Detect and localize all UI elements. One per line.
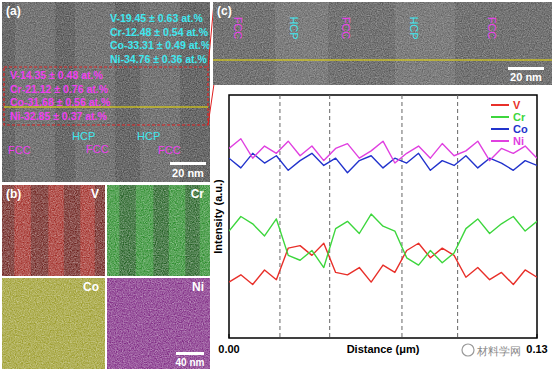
map-label: V (91, 187, 99, 201)
scale-bar (508, 67, 544, 70)
eds-map-fill (107, 278, 210, 369)
phase-label: HCP (408, 16, 420, 39)
legend-label: V (513, 99, 521, 111)
plot-area (229, 95, 537, 338)
watermark: 材料学网 (476, 345, 521, 357)
eds-map-fill (2, 278, 105, 369)
phase-boundary (401, 95, 402, 338)
legend-label: Co (513, 123, 528, 135)
composition: Cr-21.12 ± 0.76 at.% (10, 83, 109, 95)
scale-bar (176, 352, 204, 355)
composition: V-14.35 ± 0.48 at.% (10, 69, 103, 81)
watermark-icon (462, 344, 474, 356)
tick-label: 0.00 (218, 343, 239, 355)
panel-label: (a) (6, 4, 21, 18)
tick (229, 334, 230, 338)
eds-map-fill (2, 185, 105, 276)
composition: Co-33.31 ± 0.49 at.% (110, 39, 211, 51)
phase-label: FCC (340, 17, 352, 40)
composition: Ni-32.85 ± 0.37 at.% (10, 110, 107, 122)
phase-label: FCC (8, 144, 31, 156)
composition: V-19.45 ± 0.63 at.% (110, 12, 203, 24)
texture (213, 2, 552, 85)
scale-bar-label: 40 nm (176, 357, 205, 368)
composition: Ni-34.76 ± 0.36 at.% (110, 53, 207, 65)
texture (2, 278, 105, 369)
selection-box (4, 67, 208, 125)
phase-label: HCP (288, 16, 300, 39)
eds-map (2, 278, 105, 369)
phase-boundary (279, 95, 280, 338)
phase-label: FCC (232, 17, 244, 40)
legend-swatch (491, 128, 509, 130)
connector (208, 84, 214, 125)
eds-map (107, 278, 210, 369)
figure: (a) V-19.45 ± 0.63 at.% Cr-12.48 ± 0.54 at… (0, 0, 554, 372)
series-line (229, 214, 537, 267)
tick (537, 334, 538, 338)
texture (2, 2, 210, 182)
series-line (229, 243, 537, 284)
texture (107, 278, 210, 369)
map-label: Ni (192, 280, 204, 294)
map-label: Cr (191, 187, 205, 201)
axis-title: Intensity (a.u.) (212, 179, 224, 254)
phase-label: FCC (486, 17, 498, 40)
composition: Co-31.68 ± 0.56 at.% (10, 96, 111, 108)
legend-label: Ni (513, 135, 524, 147)
series-line (229, 153, 537, 172)
legend-swatch (491, 140, 509, 142)
eds-map (2, 185, 105, 276)
phase-label: HCP (72, 130, 95, 142)
scale-bar (170, 162, 206, 165)
legend-swatch (491, 116, 509, 118)
panel-label: (c) (217, 4, 232, 18)
legend-swatch (491, 104, 509, 106)
eds-map (107, 185, 210, 276)
composition: Cr-12.48 ± 0.54 at.% (110, 26, 209, 38)
scale-bar-label: 20 nm (172, 167, 204, 179)
tem-image (2, 2, 210, 182)
phase-label: FCC (86, 143, 109, 155)
texture (107, 185, 210, 276)
axis-title: Distance (μm) (347, 343, 420, 355)
scale-bar-label: 20 nm (510, 71, 542, 83)
panel-label: (b) (6, 187, 21, 201)
series-line (229, 139, 537, 163)
map-label: Co (83, 280, 99, 294)
phase-label: HCP (137, 130, 160, 142)
eds-map-fill (107, 185, 210, 276)
phase-label: FCC (158, 144, 181, 156)
tick-label: 0.13 (526, 343, 547, 355)
plot-frame (229, 95, 537, 338)
scan-line (213, 59, 552, 60)
phase-boundary (329, 95, 330, 338)
texture (2, 185, 105, 276)
tem-image (213, 2, 552, 85)
phase-boundary (457, 95, 458, 338)
legend-label: Cr (513, 111, 526, 123)
